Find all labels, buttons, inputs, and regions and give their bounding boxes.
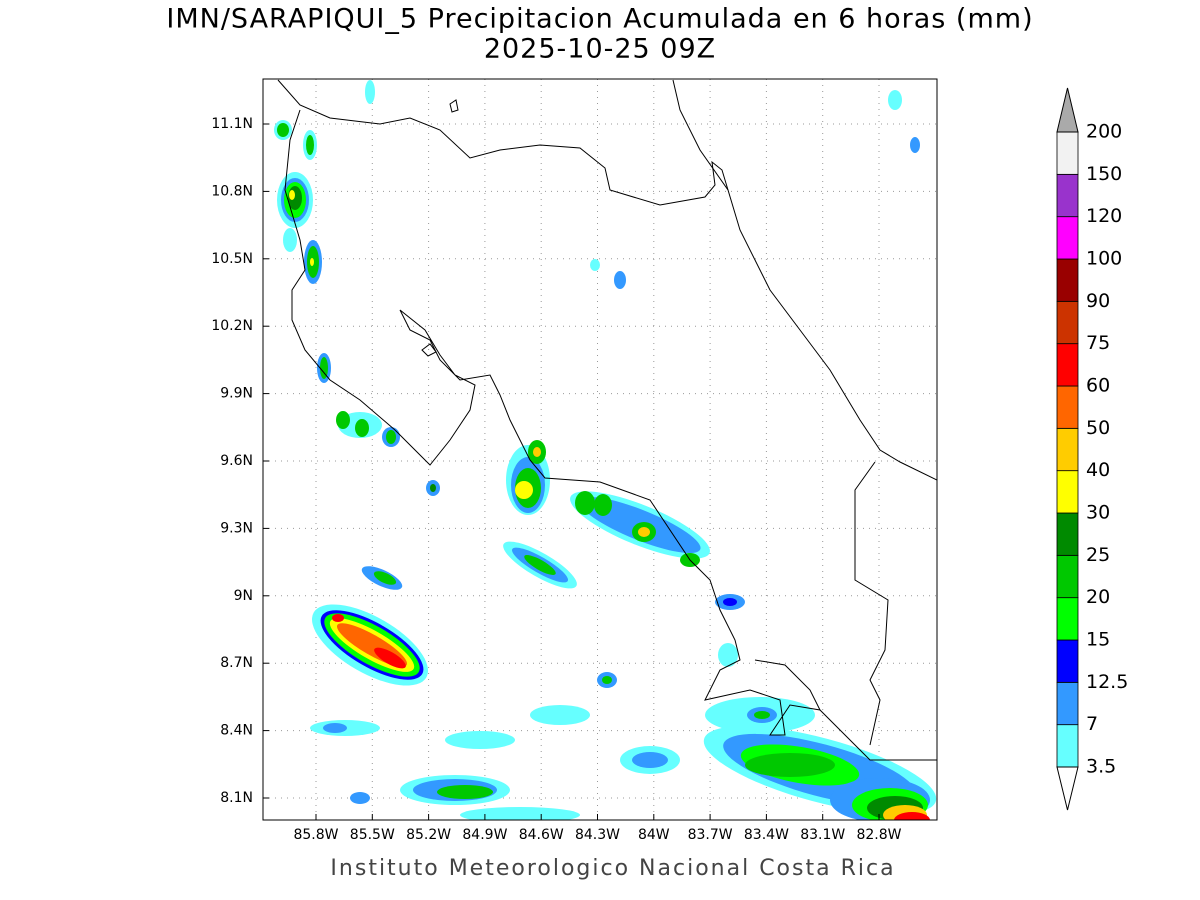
island — [421, 99, 459, 357]
lon-label: 83.1W — [800, 827, 845, 843]
colorbar-under — [1056, 766, 1079, 811]
map-frame — [262, 78, 938, 821]
precip-cell — [503, 541, 577, 589]
lon-label: 84.9W — [462, 827, 507, 843]
colorbar-label: 30 — [1086, 502, 1110, 524]
colorbar-label: 75 — [1086, 332, 1110, 354]
colorbar-label: 150 — [1086, 163, 1122, 185]
colorbar-segment — [1056, 427, 1079, 472]
colorbar-label: 25 — [1086, 544, 1110, 566]
colorbar-segment — [1056, 385, 1079, 429]
precip-cell — [365, 80, 920, 289]
lat-label: 8.7N — [220, 655, 253, 671]
colorbar-segment — [1056, 216, 1079, 260]
colorbar-label: 120 — [1086, 205, 1122, 227]
colorbar-segment — [1056, 258, 1079, 302]
lat-label: 9.9N — [220, 386, 253, 402]
precip-cell — [310, 705, 590, 804]
precip-cell — [506, 440, 550, 515]
colorbar-label: 40 — [1086, 459, 1110, 481]
precip-cell — [336, 411, 400, 447]
lon-label: 83.7W — [688, 827, 733, 843]
precip-cell — [361, 566, 403, 590]
colorbar-label: 60 — [1086, 375, 1110, 397]
coastline — [672, 79, 937, 481]
title: IMN/SARAPIQUI_5 Precipitacion Acumulada … — [166, 4, 1033, 35]
precip-cell — [426, 480, 440, 496]
precip-cell — [317, 353, 331, 383]
colorbar-segment — [1056, 554, 1079, 599]
precip-cell — [620, 697, 815, 774]
colorbar-segment — [1056, 300, 1079, 345]
colorbar-label: 20 — [1086, 586, 1110, 608]
lon-label: 85.5W — [350, 827, 395, 843]
lat-label: 10.2N — [211, 318, 253, 334]
lon-label: 85.8W — [293, 827, 338, 843]
coastline — [277, 79, 729, 206]
colorbar-segment — [1056, 639, 1079, 683]
coastline — [754, 659, 821, 711]
lat-label: 9.6N — [220, 453, 253, 469]
colorbar-label: 100 — [1086, 248, 1122, 270]
lat-label: 8.4N — [220, 723, 253, 739]
precip-cell — [311, 604, 429, 686]
colorbar-label: 200 — [1086, 121, 1122, 143]
precip-cell — [277, 172, 313, 228]
colorbar-label: 12.5 — [1086, 671, 1128, 693]
colorbar-label: 3.5 — [1086, 756, 1116, 778]
colorbar-segment — [1056, 131, 1079, 175]
precip-cell — [715, 594, 745, 667]
lat-label: 9N — [234, 588, 253, 604]
lon-label: 85.2W — [406, 827, 451, 843]
colorbar-segment — [1056, 512, 1079, 556]
lat-label: 10.5N — [211, 251, 253, 267]
footer: Instituto Meteorologico Nacional Costa R… — [330, 856, 895, 881]
colorbar-segment — [1056, 597, 1079, 641]
colorbar-over — [1056, 87, 1079, 133]
lat-label: 8.1N — [220, 790, 253, 806]
precip-cell — [400, 775, 580, 820]
colorbar-label: 90 — [1086, 290, 1110, 312]
precip-cell — [303, 130, 317, 160]
lat-label: 10.8N — [211, 183, 253, 199]
colorbar-label: 7 — [1086, 713, 1098, 735]
lon-label: 83.4W — [744, 827, 789, 843]
colorbar-segment — [1056, 724, 1079, 768]
lon-label: 84W — [638, 827, 670, 843]
precipitation — [274, 80, 937, 820]
colorbar: 3.5 7 12.5 15 20 25 30 40 50 60 75 90 100 120 150 200 — [1056, 87, 1128, 811]
precip-cell — [597, 672, 617, 688]
lon-label: 82.8W — [856, 827, 901, 843]
coastline — [284, 109, 937, 761]
lon-label: 84.6W — [519, 827, 564, 843]
border — [854, 461, 889, 746]
lon-label: 84.3W — [575, 827, 620, 843]
precip-cell — [703, 726, 937, 820]
lat-label: 9.3N — [220, 520, 253, 536]
coastlines — [277, 79, 937, 761]
colorbar-label: 15 — [1086, 629, 1110, 651]
colorbar-segment — [1056, 681, 1079, 726]
grid — [263, 79, 937, 820]
precip-cell — [283, 228, 322, 284]
colorbar-segment — [1056, 343, 1079, 387]
precip-cell — [570, 491, 710, 567]
colorbar-segment — [1056, 470, 1079, 514]
precip-cell — [274, 120, 292, 140]
lat-label: 11.1N — [211, 116, 253, 132]
subtitle: 2025-10-25 09Z — [484, 34, 716, 65]
colorbar-label: 50 — [1086, 417, 1110, 439]
colorbar-segment — [1056, 173, 1079, 218]
